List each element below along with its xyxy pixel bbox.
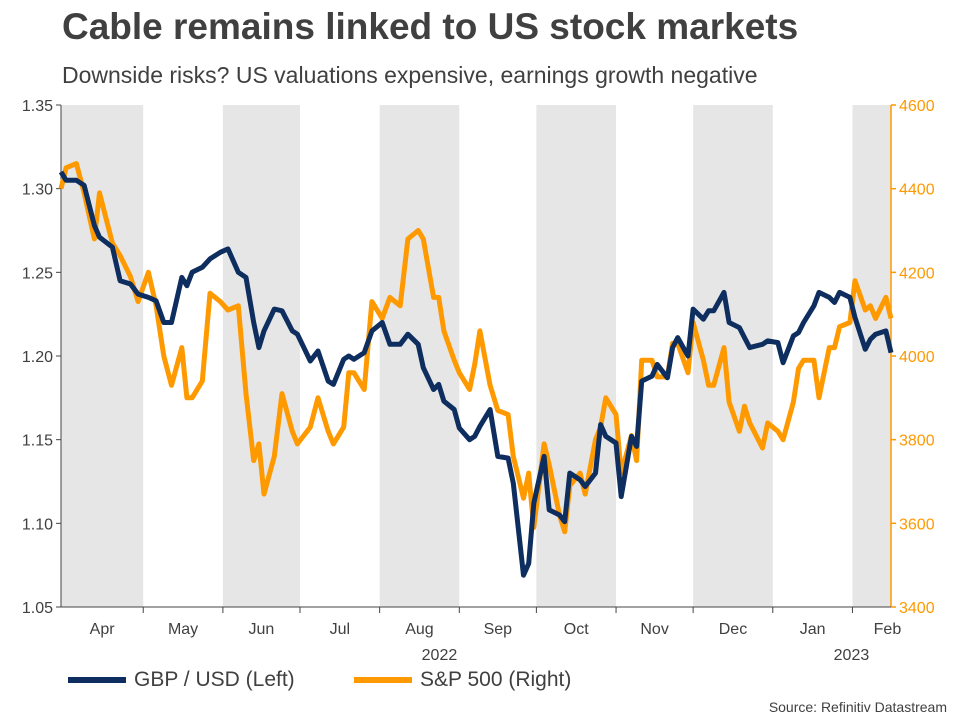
source-note: Source: Refinitiv Datastream [768, 699, 947, 715]
right-tick-label: 3400 [899, 600, 935, 617]
x-year-label-2022: 2022 [422, 647, 458, 664]
legend-item-gbpusd: GBP / USD (Left) [68, 668, 295, 692]
x-tick-label-sep: Sep [484, 621, 513, 638]
right-tick-label: 4200 [899, 265, 935, 282]
chart-title: Cable remains linked to US stock markets [62, 6, 799, 47]
right-tick-label: 4600 [899, 98, 935, 115]
shade-band-apr [61, 105, 144, 607]
x-tick-label-jul: Jul [330, 621, 350, 638]
legend: GBP / USD (Left) S&P 500 (Right) [0, 668, 960, 698]
x-tick-label-jun: Jun [249, 621, 275, 638]
left-tick-label: 1.15 [22, 433, 53, 450]
x-tick-label-apr: Apr [90, 621, 116, 638]
x-tick-label-feb: Feb [874, 621, 902, 638]
x-tick-label-dec: Dec [719, 621, 747, 638]
left-tick-label: 1.35 [22, 98, 53, 115]
x-tick-label-oct: Oct [564, 621, 589, 638]
right-tick-label: 3800 [899, 433, 935, 450]
x-tick-label-jan: Jan [800, 621, 826, 638]
legend-label-gbpusd: GBP / USD (Left) [134, 668, 295, 691]
x-tick-label-nov: Nov [640, 621, 668, 638]
x-tick-label-aug: Aug [405, 621, 433, 638]
left-tick-label: 1.30 [22, 182, 53, 199]
right-tick-label: 3600 [899, 516, 935, 533]
right-tick-label: 4000 [899, 349, 935, 366]
left-tick-label: 1.25 [22, 265, 53, 282]
legend-swatch-sp500 [354, 677, 412, 683]
legend-swatch-gbpusd [68, 677, 126, 683]
x-year-label-2023: 2023 [834, 647, 870, 664]
shade-band-feb [852, 105, 891, 607]
left-tick-label: 1.10 [22, 516, 53, 533]
legend-item-sp500: S&P 500 (Right) [354, 668, 571, 692]
x-tick-label-may: May [168, 621, 198, 638]
shade-band-jun [222, 105, 300, 607]
chart-subtitle: Downside risks? US valuations expensive,… [62, 62, 758, 88]
right-tick-label: 4400 [899, 182, 935, 199]
left-tick-label: 1.05 [22, 600, 53, 617]
shade-band-dec [693, 105, 773, 607]
series-line-gbpusd [58, 170, 894, 578]
left-tick-label: 1.20 [22, 349, 53, 366]
legend-label-sp500: S&P 500 (Right) [420, 668, 572, 691]
shade-band-oct [536, 105, 617, 607]
series-line-sp500 [58, 161, 894, 535]
